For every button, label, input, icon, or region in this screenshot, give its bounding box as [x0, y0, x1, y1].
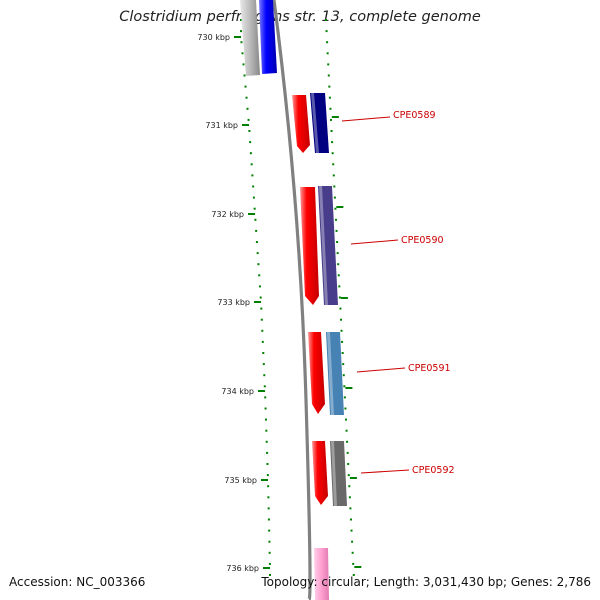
gene-block-highlight [319, 186, 328, 305]
label-leader-line [360, 469, 410, 474]
forward-gene-arrow [312, 441, 328, 505]
tick-label: 735 kbp [224, 476, 257, 485]
backbone-line [272, 0, 312, 600]
tick-label: 734 kbp [221, 387, 254, 396]
label-leader-line [341, 116, 391, 122]
forward-gene-arrow [300, 187, 319, 305]
accession-text: Accession: NC_003366 [9, 575, 146, 589]
tick-label: 733 kbp [217, 298, 250, 307]
gene-label: CPE0589 [393, 110, 436, 121]
gene-block [310, 93, 329, 153]
tick-label: 730 kbp [197, 33, 230, 42]
partial-gene-grey [240, 0, 260, 76]
tick-label: 736 kbp [226, 564, 259, 573]
gene-block-highlight [311, 93, 319, 153]
gene-label: CPE0592 [412, 465, 455, 476]
gene-labels: CPE0589 CPE0590 CPE0591 CPE0592 [341, 110, 455, 476]
gene-block [330, 441, 347, 506]
genome-summary: Topology: circular; Length: 3,031,430 bp… [261, 575, 591, 589]
genome-backbone [272, 0, 312, 600]
scale-ticks: 730 kbp 731 kbp 732 kbp 733 kbp 734 kbp 735 k… [197, 19, 362, 576]
label-leader-line [356, 367, 406, 373]
tick-label: 732 kbp [211, 210, 244, 219]
gene-block-highlight [327, 332, 334, 415]
partial-gene-pink [314, 548, 329, 600]
forward-gene-arrow [292, 95, 310, 153]
forward-gene-arrow [308, 332, 325, 414]
partial-gene-blue [259, 0, 277, 74]
gene-block [318, 186, 338, 305]
label-leader-line [350, 239, 399, 245]
gene-label: CPE0591 [408, 363, 451, 374]
gene-block [326, 332, 344, 415]
map-title: Clostridium perfringens str. 13, complet… [119, 9, 481, 25]
tick-label: 731 kbp [205, 121, 238, 130]
gene-features [240, 0, 347, 600]
gene-label: CPE0590 [401, 235, 444, 246]
gene-block-highlight [331, 441, 337, 506]
